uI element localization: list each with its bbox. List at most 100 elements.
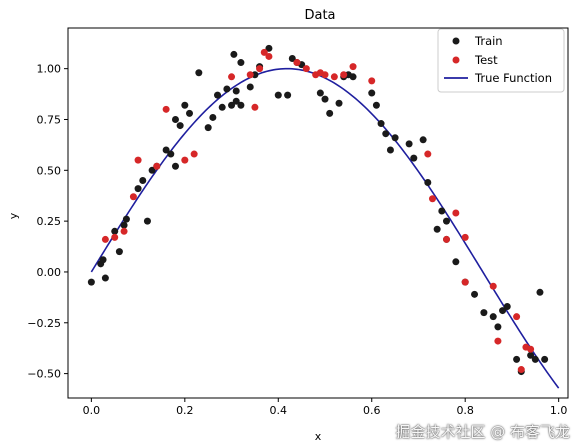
train-point: [176, 122, 184, 130]
x-tick-label: 0.6: [363, 404, 381, 417]
y-tick-label: −0.25: [27, 317, 61, 330]
train-point: [99, 256, 107, 264]
test-point: [111, 233, 119, 241]
legend-label-test: Test: [474, 53, 498, 67]
test-point: [134, 156, 142, 164]
train-point: [372, 101, 380, 109]
train-point: [134, 185, 142, 193]
test-point: [368, 77, 376, 85]
x-tick-label: 0.0: [83, 404, 101, 417]
test-point: [340, 71, 348, 79]
train-point: [513, 355, 521, 363]
train-point: [87, 278, 95, 286]
test-point: [461, 233, 469, 241]
train-point: [148, 166, 156, 174]
train-point: [171, 115, 179, 123]
train-point: [489, 313, 497, 321]
test-point: [489, 282, 497, 290]
y-tick-label: 0.00: [37, 266, 62, 279]
train-point: [316, 89, 324, 97]
train-point: [527, 351, 535, 359]
train-point: [195, 69, 203, 77]
train-point: [391, 134, 399, 142]
y-tick-label: 0.50: [37, 164, 62, 177]
test-point: [246, 71, 254, 79]
train-point: [214, 91, 222, 99]
train-point: [122, 215, 130, 223]
train-point: [321, 95, 329, 103]
train-point: [232, 87, 240, 95]
train-point: [274, 91, 282, 99]
train-point: [410, 154, 418, 162]
train-point: [541, 355, 549, 363]
train-point: [115, 248, 123, 256]
y-tick-label: 0.25: [37, 215, 62, 228]
test-point: [293, 59, 301, 67]
train-point: [443, 217, 450, 225]
legend-marker-test: [452, 56, 460, 64]
train-point: [480, 309, 488, 317]
train-point: [162, 146, 170, 154]
train-point: [419, 136, 427, 144]
test-point: [265, 52, 273, 60]
axis-ticks: 0.0 0.2 0.4 0.6 0.8 1.0 −0.50 −0.25 0.00 0.25 0.50…: [27, 63, 567, 417]
train-point: [382, 130, 390, 138]
chart-title: Data: [304, 8, 335, 23]
train-point: [405, 140, 413, 148]
test-point: [513, 313, 521, 321]
train-point: [377, 120, 385, 128]
test-point: [443, 235, 450, 243]
train-point: [143, 217, 151, 225]
train-point: [349, 73, 357, 81]
test-point: [527, 345, 535, 353]
legend-label-true-function: True Function: [474, 71, 552, 85]
train-point: [499, 307, 507, 315]
train-point: [111, 227, 119, 235]
y-tick-label: 1.00: [37, 63, 62, 76]
test-point: [162, 105, 170, 113]
train-point: [494, 323, 502, 331]
train-point: [288, 54, 296, 62]
train-point: [471, 290, 479, 298]
train-point: [433, 225, 441, 233]
test-point: [251, 103, 259, 111]
train-point: [386, 146, 394, 154]
watermark-text: 掘金技术社区 @ 布客飞龙: [395, 423, 570, 441]
train-point: [326, 109, 334, 117]
test-point: [101, 235, 109, 243]
train-point: [284, 91, 292, 99]
legend-marker-train: [452, 37, 460, 45]
test-point: [228, 73, 236, 81]
test-point: [256, 65, 264, 73]
train-point: [237, 59, 245, 67]
train-point: [368, 89, 376, 97]
train-point: [531, 355, 539, 363]
test-point: [330, 73, 338, 81]
legend-box: [437, 28, 565, 93]
train-point: [230, 50, 238, 58]
test-point: [517, 366, 525, 374]
train-point: [181, 101, 189, 109]
train-point: [503, 303, 511, 311]
train-point: [186, 109, 193, 117]
y-tick-label: 0.75: [37, 113, 62, 126]
test-point: [461, 278, 469, 286]
test-series: [101, 48, 535, 374]
x-tick-label: 0.2: [176, 404, 194, 417]
test-point: [260, 48, 268, 56]
legend-label-train: Train: [474, 34, 503, 48]
test-point: [181, 156, 189, 164]
test-point: [190, 150, 198, 158]
y-axis-label: y: [7, 212, 20, 219]
train-point: [246, 83, 254, 91]
train-point: [265, 44, 273, 52]
train-point: [452, 258, 460, 266]
train-point: [232, 97, 240, 105]
legend: Train Test True Function: [437, 28, 565, 93]
test-point: [153, 162, 161, 170]
x-tick-label: 0.4: [270, 404, 288, 417]
train-point: [335, 99, 343, 107]
train-point: [536, 288, 544, 296]
test-point: [129, 193, 137, 201]
